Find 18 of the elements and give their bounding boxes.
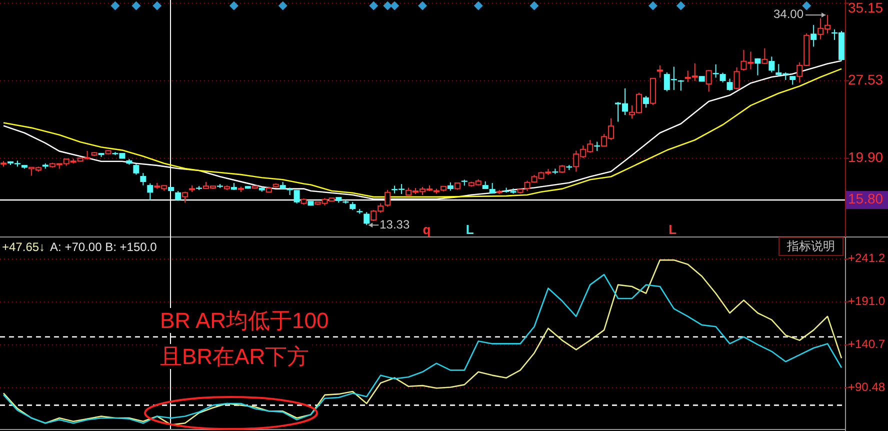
y-tick-label: 27.53 — [848, 71, 884, 88]
annotation: 且BR在AR下方 — [160, 344, 310, 369]
y-tick-label: +191.0 — [848, 294, 886, 308]
annotation: 指标说明 — [786, 239, 835, 254]
annotation: BR AR均低于100 — [160, 308, 329, 333]
annotation: 13.33 — [380, 217, 410, 232]
annotation: q — [422, 222, 431, 237]
annotation: L — [668, 222, 677, 237]
annotation: +47.65↓ — [2, 240, 46, 254]
y-tick-label: +241.2 — [848, 251, 886, 266]
y-tick-label: +90.48 — [848, 380, 886, 394]
y-tick-label: 35.15 — [848, 0, 884, 16]
ref-line-label: 15.80 — [848, 190, 884, 207]
y-tick-label: 19.90 — [848, 149, 884, 166]
annotation: A: +70.00 B: +150.0 — [50, 240, 158, 254]
annotation: L — [466, 222, 474, 237]
annotation: 34.00 — [774, 7, 804, 22]
y-tick-label: +140.7 — [848, 336, 886, 351]
